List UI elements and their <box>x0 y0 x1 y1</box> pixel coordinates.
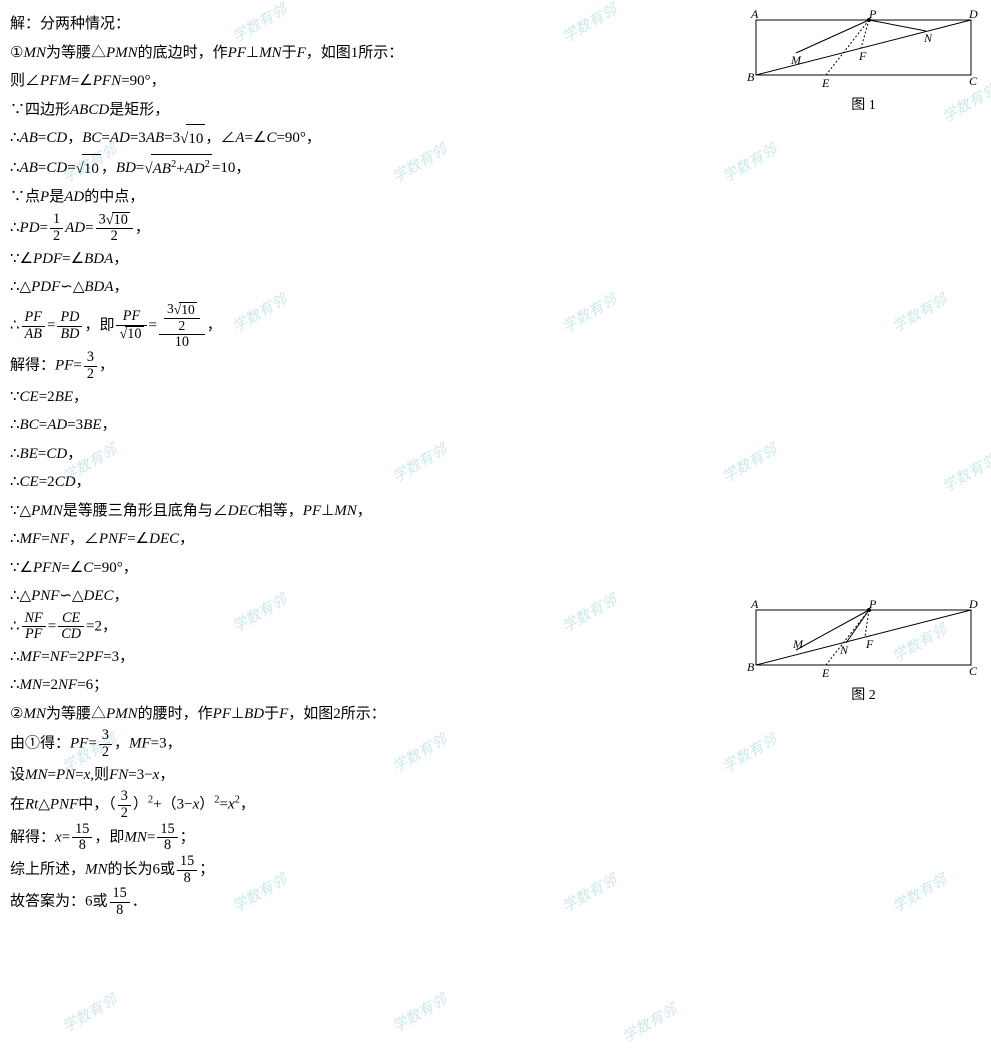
line-11: ∴PFAB=PDBD，即PF√10=3√10210， <box>10 302 720 350</box>
line-18: ∴MF=NF，∠PNF=∠DEC， <box>10 525 720 554</box>
svg-text:C: C <box>969 664 978 678</box>
line-7: ∵点P是AD的中点， <box>10 183 720 212</box>
svg-text:A: A <box>750 598 759 611</box>
line-29: 综上所述，MN的长为6或158； <box>10 854 720 886</box>
figure-1-caption: 图 1 <box>851 98 876 113</box>
line-6: ∴AB=CD=√10，BD=√AB2+AD2=10， <box>10 154 720 184</box>
line-19: ∵∠PFN=∠C=90°， <box>10 554 720 583</box>
line-10: ∴△PDF∽△BDA， <box>10 273 720 302</box>
line-15: ∴BE=CD， <box>10 440 720 469</box>
svg-text:E: E <box>821 76 830 90</box>
line-26: 设MN=PN=x,则FN=3−x， <box>10 761 720 790</box>
svg-text:P: P <box>868 8 877 21</box>
line-14: ∴BC=AD=3BE， <box>10 411 720 440</box>
svg-text:F: F <box>865 637 874 651</box>
svg-text:P: P <box>868 598 877 611</box>
line-5: ∴AB=CD，BC=AD=3AB=3√10，∠A=∠C=90°， <box>10 124 720 154</box>
line-17: ∵△PMN是等腰三角形且底角与∠DEC相等，PF⊥MN， <box>10 497 720 526</box>
line-16: ∴CE=2CD， <box>10 468 720 497</box>
svg-text:A: A <box>750 8 759 21</box>
svg-text:D: D <box>968 598 978 611</box>
svg-text:F: F <box>858 49 867 63</box>
svg-text:C: C <box>969 74 978 88</box>
line-4: ∵四边形ABCD是矩形， <box>10 96 720 125</box>
line-28: 解得：x=158，即MN=158； <box>10 822 720 854</box>
figure-1: A P D B C M N E F 图 1 <box>741 8 986 120</box>
figure-1-svg: A P D B C M N E F <box>741 8 986 93</box>
line-3: 则∠PFM=∠PFN=90°， <box>10 67 720 96</box>
watermark: 学数有邻 <box>57 987 123 1042</box>
figure-2-svg: A P D B C M N E F <box>741 598 986 683</box>
figure-2: A P D B C M N E F 图 2 <box>741 598 986 710</box>
figure-2-caption: 图 2 <box>851 688 876 703</box>
line-24: ②MN为等腰△PMN的腰时，作PF⊥BD于F，如图2所示： <box>10 700 720 729</box>
solution-text: 解：分两种情况： ①MN为等腰△PMN的底边时，作PF⊥MN于F，如图1所示： … <box>10 10 720 919</box>
svg-text:E: E <box>821 666 830 680</box>
line-27: 在Rt△PNF中，（32）2+（3−x）2=x2， <box>10 789 720 821</box>
watermark: 学数有邻 <box>887 867 953 922</box>
svg-text:N: N <box>923 31 933 45</box>
watermark: 学数有邻 <box>617 997 683 1052</box>
line-20: ∴△PNF∽△DEC， <box>10 582 720 611</box>
watermark: 学数有邻 <box>937 447 991 502</box>
watermark: 学数有邻 <box>717 437 783 492</box>
line-21: ∴NFPF=CECD=2， <box>10 611 720 643</box>
line-13: ∵CE=2BE， <box>10 383 720 412</box>
svg-text:M: M <box>790 53 802 67</box>
line-1: 解：分两种情况： <box>10 10 720 39</box>
svg-text:D: D <box>968 8 978 21</box>
line-25: 由①得：PF=32，MF=3， <box>10 728 720 760</box>
watermark: 学数有邻 <box>387 987 453 1042</box>
line-22: ∴MF=NF=2PF=3， <box>10 643 720 672</box>
watermark: 学数有邻 <box>717 137 783 192</box>
line-2: ①MN为等腰△PMN的底边时，作PF⊥MN于F，如图1所示： <box>10 39 720 68</box>
watermark: 学数有邻 <box>717 727 783 782</box>
svg-text:B: B <box>747 70 755 84</box>
line-8: ∴PD=12AD=3√102， <box>10 212 720 245</box>
watermark: 学数有邻 <box>887 287 953 342</box>
line-12: 解得：PF=32， <box>10 350 720 382</box>
line-9: ∵∠PDF=∠BDA， <box>10 245 720 274</box>
svg-text:N: N <box>839 643 849 657</box>
svg-text:M: M <box>792 637 804 651</box>
line-23: ∴MN=2NF=6； <box>10 671 720 700</box>
svg-text:B: B <box>747 660 755 674</box>
line-30: 故答案为：6或158． <box>10 886 720 918</box>
